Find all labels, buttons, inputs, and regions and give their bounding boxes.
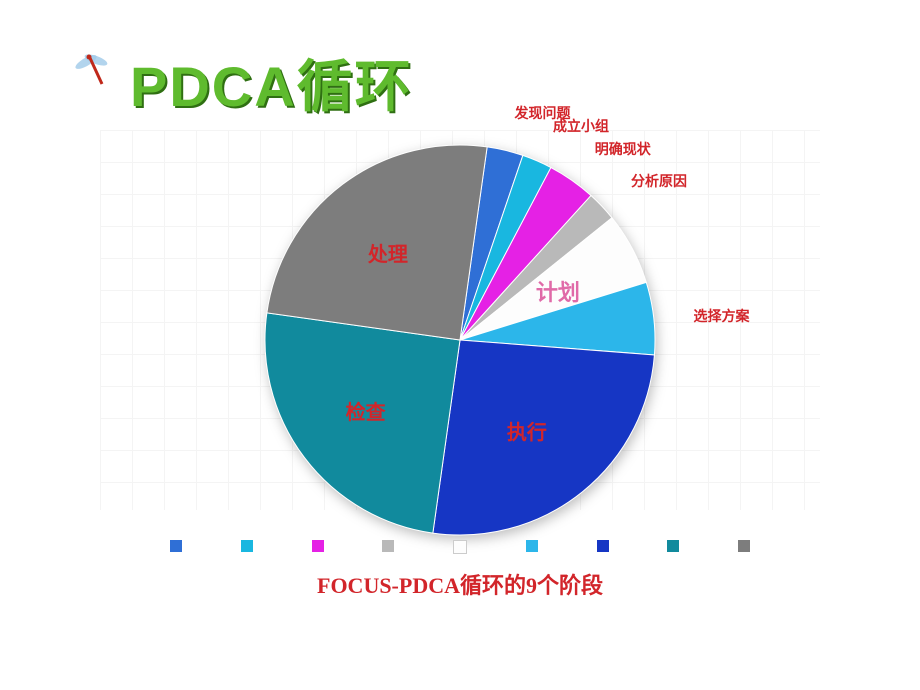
pie-chart: 计划执行 检查 处理: [260, 140, 660, 540]
legend: [170, 540, 750, 554]
legend-swatch-4: [453, 540, 467, 554]
slice-label-plan: 计划: [536, 275, 580, 307]
legend-swatch-1: [241, 540, 253, 552]
legend-swatch-6: [597, 540, 609, 552]
dragonfly-icon: [72, 50, 112, 90]
wave-decor: [0, 530, 920, 690]
legend-swatch-5: [526, 540, 538, 552]
legend-swatch-7: [667, 540, 679, 552]
outer-label-team: 成立小组: [553, 116, 609, 136]
legend-swatch-3: [382, 540, 394, 552]
page-title-text: PDCA循环: [130, 55, 413, 118]
legend-swatch-0: [170, 540, 182, 552]
slice-label-check: 检查: [346, 396, 386, 425]
slice-label-do: 执行: [507, 416, 547, 445]
legend-swatch-8: [738, 540, 750, 552]
legend-swatch-2: [312, 540, 324, 552]
slide: PDCA循环 计划执行检查处理 发现问题成立小组明确现状分析原因选择方案 FOC…: [0, 0, 920, 690]
caption-text: FOCUS-PDCA循环的9个阶段: [317, 573, 603, 598]
slice-label-act: 处理: [368, 238, 408, 267]
outer-label-clarify: 明确现状: [595, 139, 651, 159]
outer-label-select: 选择方案: [694, 306, 750, 326]
caption: FOCUS-PDCA循环的9个阶段: [0, 568, 920, 600]
page-title: PDCA循环: [130, 42, 413, 123]
outer-label-analyze: 分析原因: [631, 171, 687, 191]
